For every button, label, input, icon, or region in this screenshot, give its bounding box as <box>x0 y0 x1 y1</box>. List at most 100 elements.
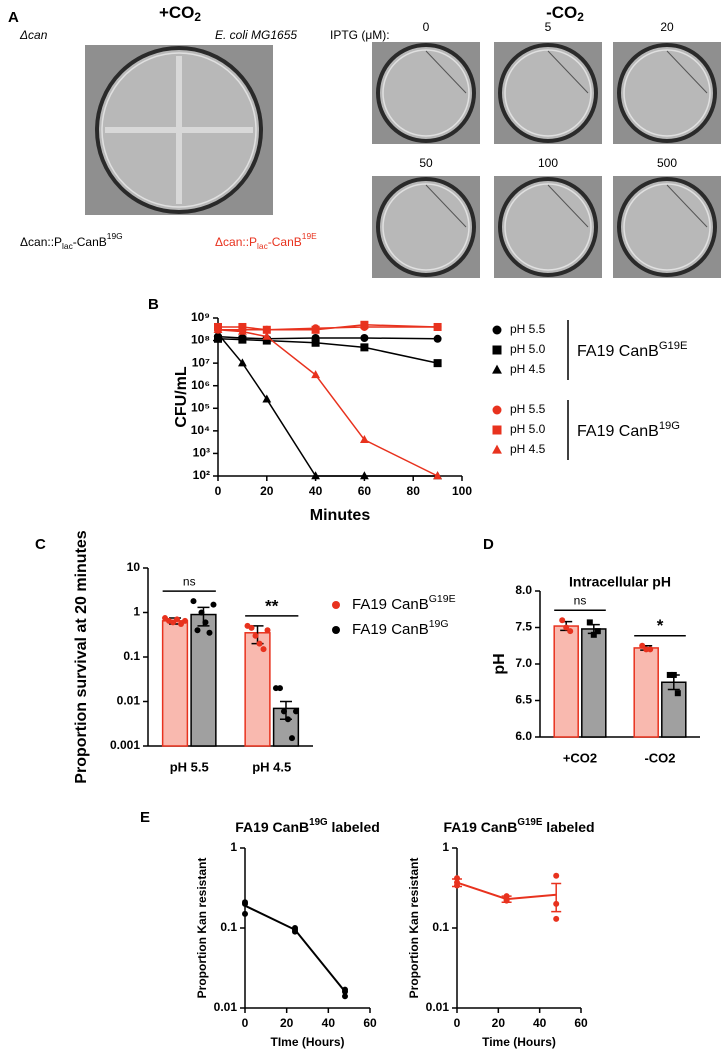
y-tick-label: 10² <box>193 468 210 482</box>
legend-label: pH 5.0 <box>510 342 546 356</box>
y-tick-label: 10⁷ <box>192 355 210 369</box>
marker <box>238 358 247 367</box>
y-tick-label: 1 <box>133 605 140 619</box>
x-tick-label: 60 <box>574 1016 588 1030</box>
marker <box>567 628 574 635</box>
plate-rim <box>504 49 592 137</box>
iptg-value: 50 <box>419 156 433 170</box>
text-part: 19G <box>429 618 449 630</box>
bar <box>661 681 687 738</box>
marker <box>590 631 597 638</box>
legend-label: pH 5.0 <box>510 422 546 436</box>
panel-label: A <box>8 9 19 26</box>
series-line <box>218 324 438 331</box>
text-part: FA19 CanB <box>443 819 517 835</box>
text-part: 19G <box>107 231 123 241</box>
y-tick-label: 0.001 <box>110 738 140 752</box>
y-tick-label: 10⁴ <box>191 423 210 437</box>
chart-title: FA19 CanB19G labeled <box>235 817 380 835</box>
growth-streak <box>666 184 708 228</box>
x-tick-label: 20 <box>260 484 274 498</box>
x-tick-label: 60 <box>358 484 372 498</box>
text-part: Δcan::P <box>20 235 62 249</box>
y-tick-label: 0.1 <box>123 649 140 663</box>
marker <box>260 646 267 653</box>
legend-group-label: FA19 CanBG19E <box>577 340 687 360</box>
marker <box>262 331 272 340</box>
chart-title: FA19 CanBG19E labeled <box>443 817 594 835</box>
marker <box>311 471 320 480</box>
data-point <box>553 872 560 879</box>
series-line <box>217 338 438 364</box>
significance-label: ns <box>574 593 587 607</box>
text-part: FA19 CanB <box>352 621 429 638</box>
y-tick-label: 10⁶ <box>191 378 210 392</box>
condition-label: +CO2 <box>159 3 201 24</box>
data-point <box>553 900 560 907</box>
bar <box>553 625 579 738</box>
marker <box>492 325 502 335</box>
data-point <box>342 988 348 995</box>
legend-marker <box>332 626 340 634</box>
marker <box>256 640 263 647</box>
text-part: FA19 CanB <box>577 423 659 440</box>
legend-marker <box>332 601 340 609</box>
iptg-value: 5 <box>545 20 552 34</box>
x-tick-label: 40 <box>322 1016 336 1030</box>
plate-rim <box>623 49 711 137</box>
x-tick-label: 60 <box>363 1016 377 1030</box>
x-tick-label: pH 4.5 <box>252 759 291 774</box>
marker <box>284 716 291 723</box>
y-tick-label: 0.1 <box>432 920 449 934</box>
data-point <box>454 882 460 889</box>
iptg-value: 0 <box>423 20 430 34</box>
marker <box>190 598 197 605</box>
iptg-value: 100 <box>538 156 558 170</box>
plate-rim <box>382 49 470 137</box>
condition-label: -CO2 <box>546 3 584 24</box>
marker <box>360 435 369 444</box>
marker <box>210 601 217 608</box>
marker <box>433 334 442 343</box>
text-part: lac <box>257 241 268 251</box>
growth-streak <box>425 50 467 94</box>
x-tick-label: 40 <box>533 1016 547 1030</box>
y-tick-label: 6.5 <box>515 693 532 707</box>
plate-rim <box>504 183 592 271</box>
plate <box>617 177 717 277</box>
growth-streak <box>547 184 589 228</box>
significance-label: * <box>657 616 664 635</box>
plate-rim <box>101 52 257 208</box>
marker <box>262 394 272 403</box>
marker <box>674 690 681 697</box>
y-tick-label: 7.5 <box>515 620 532 634</box>
data-point <box>242 900 248 907</box>
legend-label: pH 5.5 <box>510 322 546 336</box>
marker <box>262 325 271 334</box>
marker <box>492 444 502 454</box>
y-tick-label: 6.0 <box>515 729 532 743</box>
significance-label: ** <box>265 596 279 615</box>
plate <box>376 177 476 277</box>
marker <box>238 335 247 344</box>
text-part: G19E <box>517 817 543 828</box>
text-part: 19G <box>309 817 328 828</box>
text-part: 19E <box>302 231 317 241</box>
text-part: FA19 CanB <box>577 343 659 360</box>
marker <box>280 708 287 715</box>
text-part: lac <box>62 241 73 251</box>
marker <box>586 619 593 626</box>
x-tick-label: 100 <box>452 484 472 498</box>
x-tick-label: 0 <box>242 1016 249 1030</box>
marker <box>182 617 189 624</box>
x-tick-label: -CO2 <box>644 750 675 765</box>
y-tick-label: 10⁵ <box>191 400 210 414</box>
strain-label: Δcan::Plac-CanB19G <box>20 231 123 251</box>
y-tick-label: 0.01 <box>117 694 141 708</box>
text-part: 2 <box>577 10 584 24</box>
legend-label: FA19 CanB19G <box>352 618 449 638</box>
text-part: Δcan::P <box>215 235 257 249</box>
y-tick-label: 10⁹ <box>191 310 210 324</box>
text-part: 2 <box>194 10 201 24</box>
